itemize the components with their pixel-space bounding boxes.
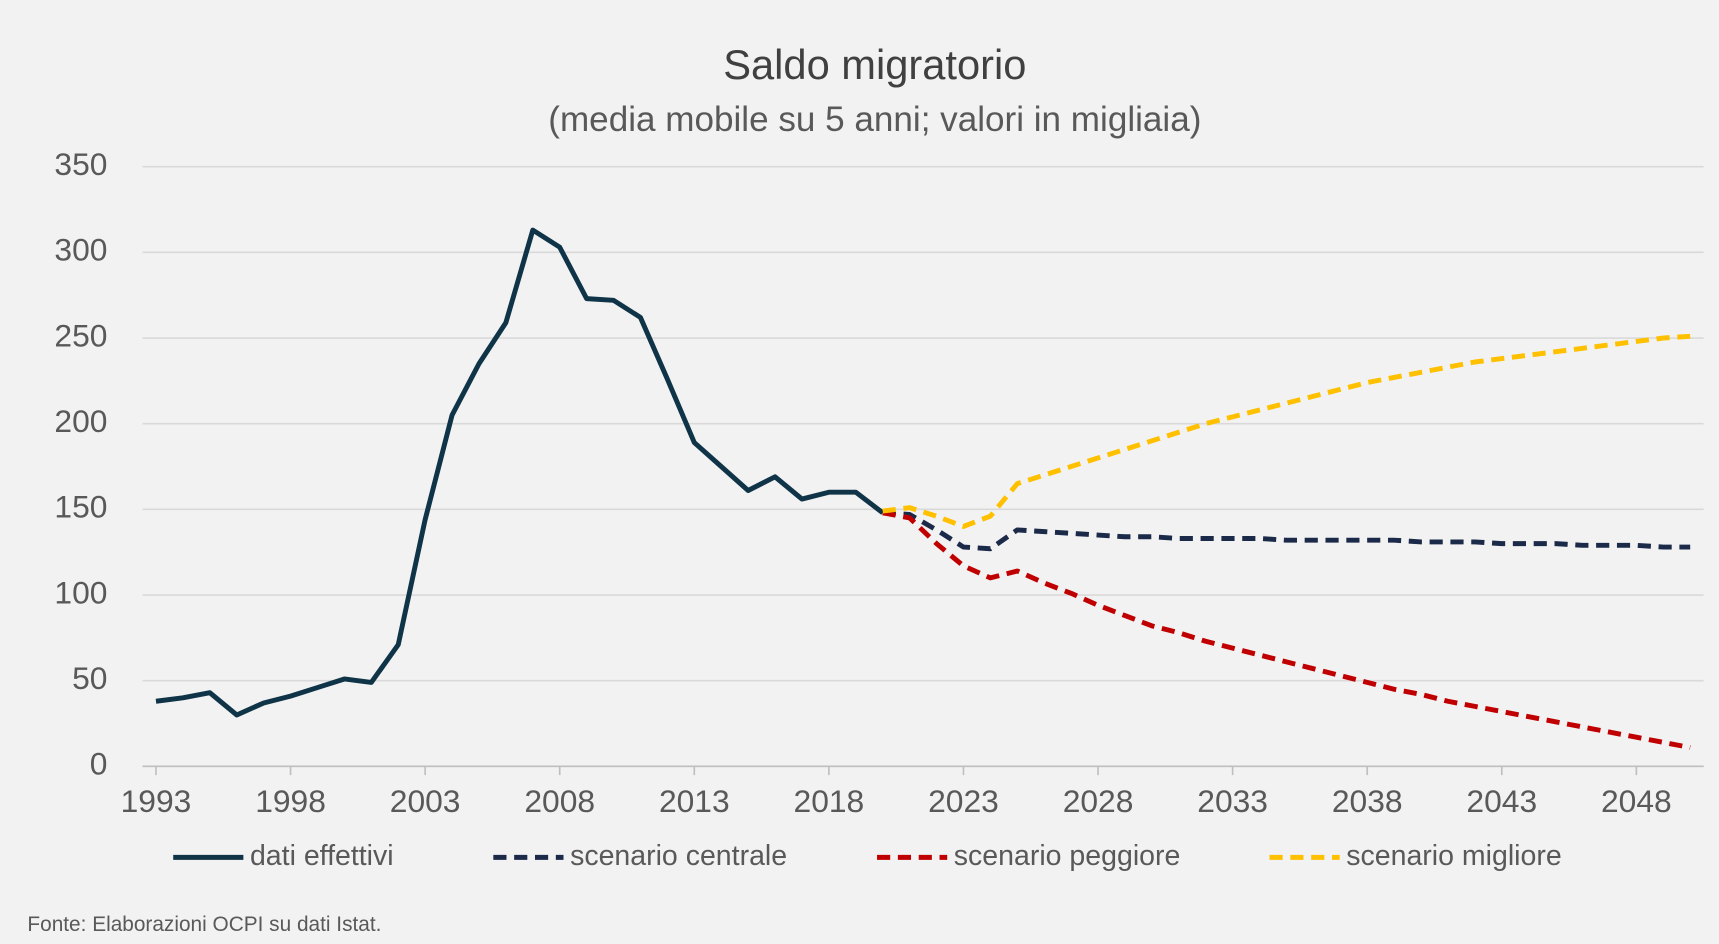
chart-title: Saldo migratorio [723,41,1026,88]
series-line [155,227,885,718]
x-tick-label: 2043 [1466,783,1537,819]
x-tick-label: 2003 [390,783,461,819]
y-tick-label: 50 [72,660,107,696]
y-tick-label: 150 [54,489,107,525]
x-tick-label: 2013 [659,783,730,819]
x-tick-label: 1993 [121,783,192,819]
y-tick-label: 100 [54,574,107,610]
x-tick-label: 2038 [1332,783,1403,819]
chart-subtitle: (media mobile su 5 anni; valori in migli… [548,100,1201,139]
y-tick-label: 300 [54,232,107,268]
legend-label: scenario peggiore [954,840,1181,872]
x-tick-label: 2018 [794,783,865,819]
y-tick-label: 350 [54,146,107,182]
x-tick-label: 2048 [1601,783,1672,819]
x-tick-label: 2033 [1197,783,1268,819]
x-tick-label: 2008 [524,783,595,819]
legend-label: dati effettivi [250,840,394,872]
series-line [882,510,1691,552]
series-line [882,333,1691,529]
x-tick-label: 2028 [1063,783,1134,819]
legend-label: scenario migliore [1346,840,1561,872]
y-tick-label: 250 [54,317,107,353]
legend-label: scenario centrale [570,840,787,872]
x-tick-label: 2023 [928,783,999,819]
x-tick-label: 1998 [255,783,326,819]
y-tick-label: 200 [54,403,107,439]
y-tick-label: 0 [90,746,108,782]
series-line [882,510,1691,750]
source-note: Fonte: Elaborazioni OCPI su dati Istat. [27,913,381,936]
